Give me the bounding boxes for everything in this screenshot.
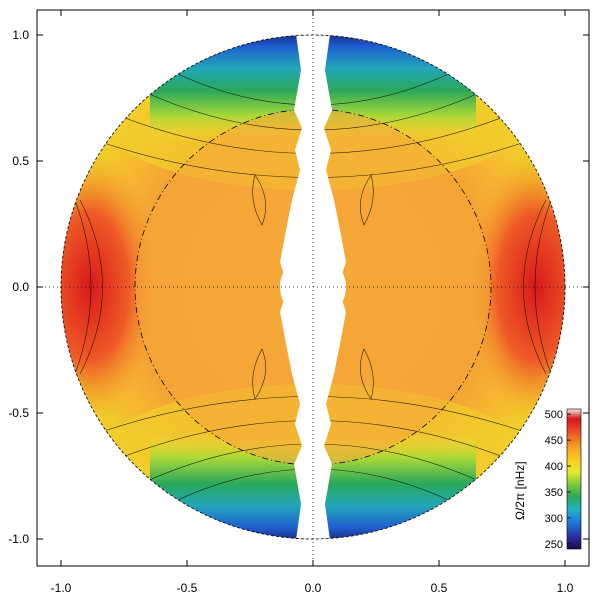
y-tick-label: 0.5	[12, 154, 29, 168]
contour-eq-right-2	[523, 199, 547, 375]
x-tick-label: 0.0	[305, 581, 322, 595]
colorbar-title: Ω/2π [nHz]	[513, 461, 527, 520]
contour-eq-left-2	[79, 199, 103, 375]
colorbar-tick-label: 400	[545, 461, 563, 473]
contour-ring-right-north	[359, 174, 374, 226]
colorbar-tick-label: 500	[545, 409, 563, 421]
colorbar-tick-label: 300	[545, 513, 563, 525]
equator-right-zone	[466, 152, 565, 422]
contour-ring-left-south	[252, 348, 267, 400]
colorbar-gradient	[566, 408, 582, 550]
tachocline-circle	[134, 108, 492, 466]
colorbar: 500 450 400 350 300 250 Ω/2π [nHz]	[513, 408, 582, 551]
x-axis-ticks: -1.0 -0.5 0.0 0.5 1.0	[51, 10, 574, 595]
colorbar-tick-label: 250	[545, 539, 563, 551]
x-tick-label: 0.5	[431, 581, 448, 595]
x-tick-label: -1.0	[51, 581, 72, 595]
y-tick-label: -0.5	[8, 406, 29, 420]
y-tick-label: 1.0	[12, 28, 29, 42]
contour-ring-left-north	[252, 174, 267, 226]
x-tick-label: -0.5	[177, 581, 198, 595]
colorbar-ticks: 500 450 400 350 300 250	[545, 409, 571, 551]
colorbar-tick-label: 350	[545, 487, 563, 499]
colorbar-tick-label: 450	[545, 435, 563, 447]
y-tick-label: 0.0	[12, 280, 29, 294]
contour-ring-right-south	[359, 348, 374, 400]
y-axis-ticks: 1.0 0.5 0.0 -0.5 -1.0	[8, 28, 589, 546]
y-tick-label: -1.0	[8, 532, 29, 546]
x-tick-label: 1.0	[557, 581, 574, 595]
